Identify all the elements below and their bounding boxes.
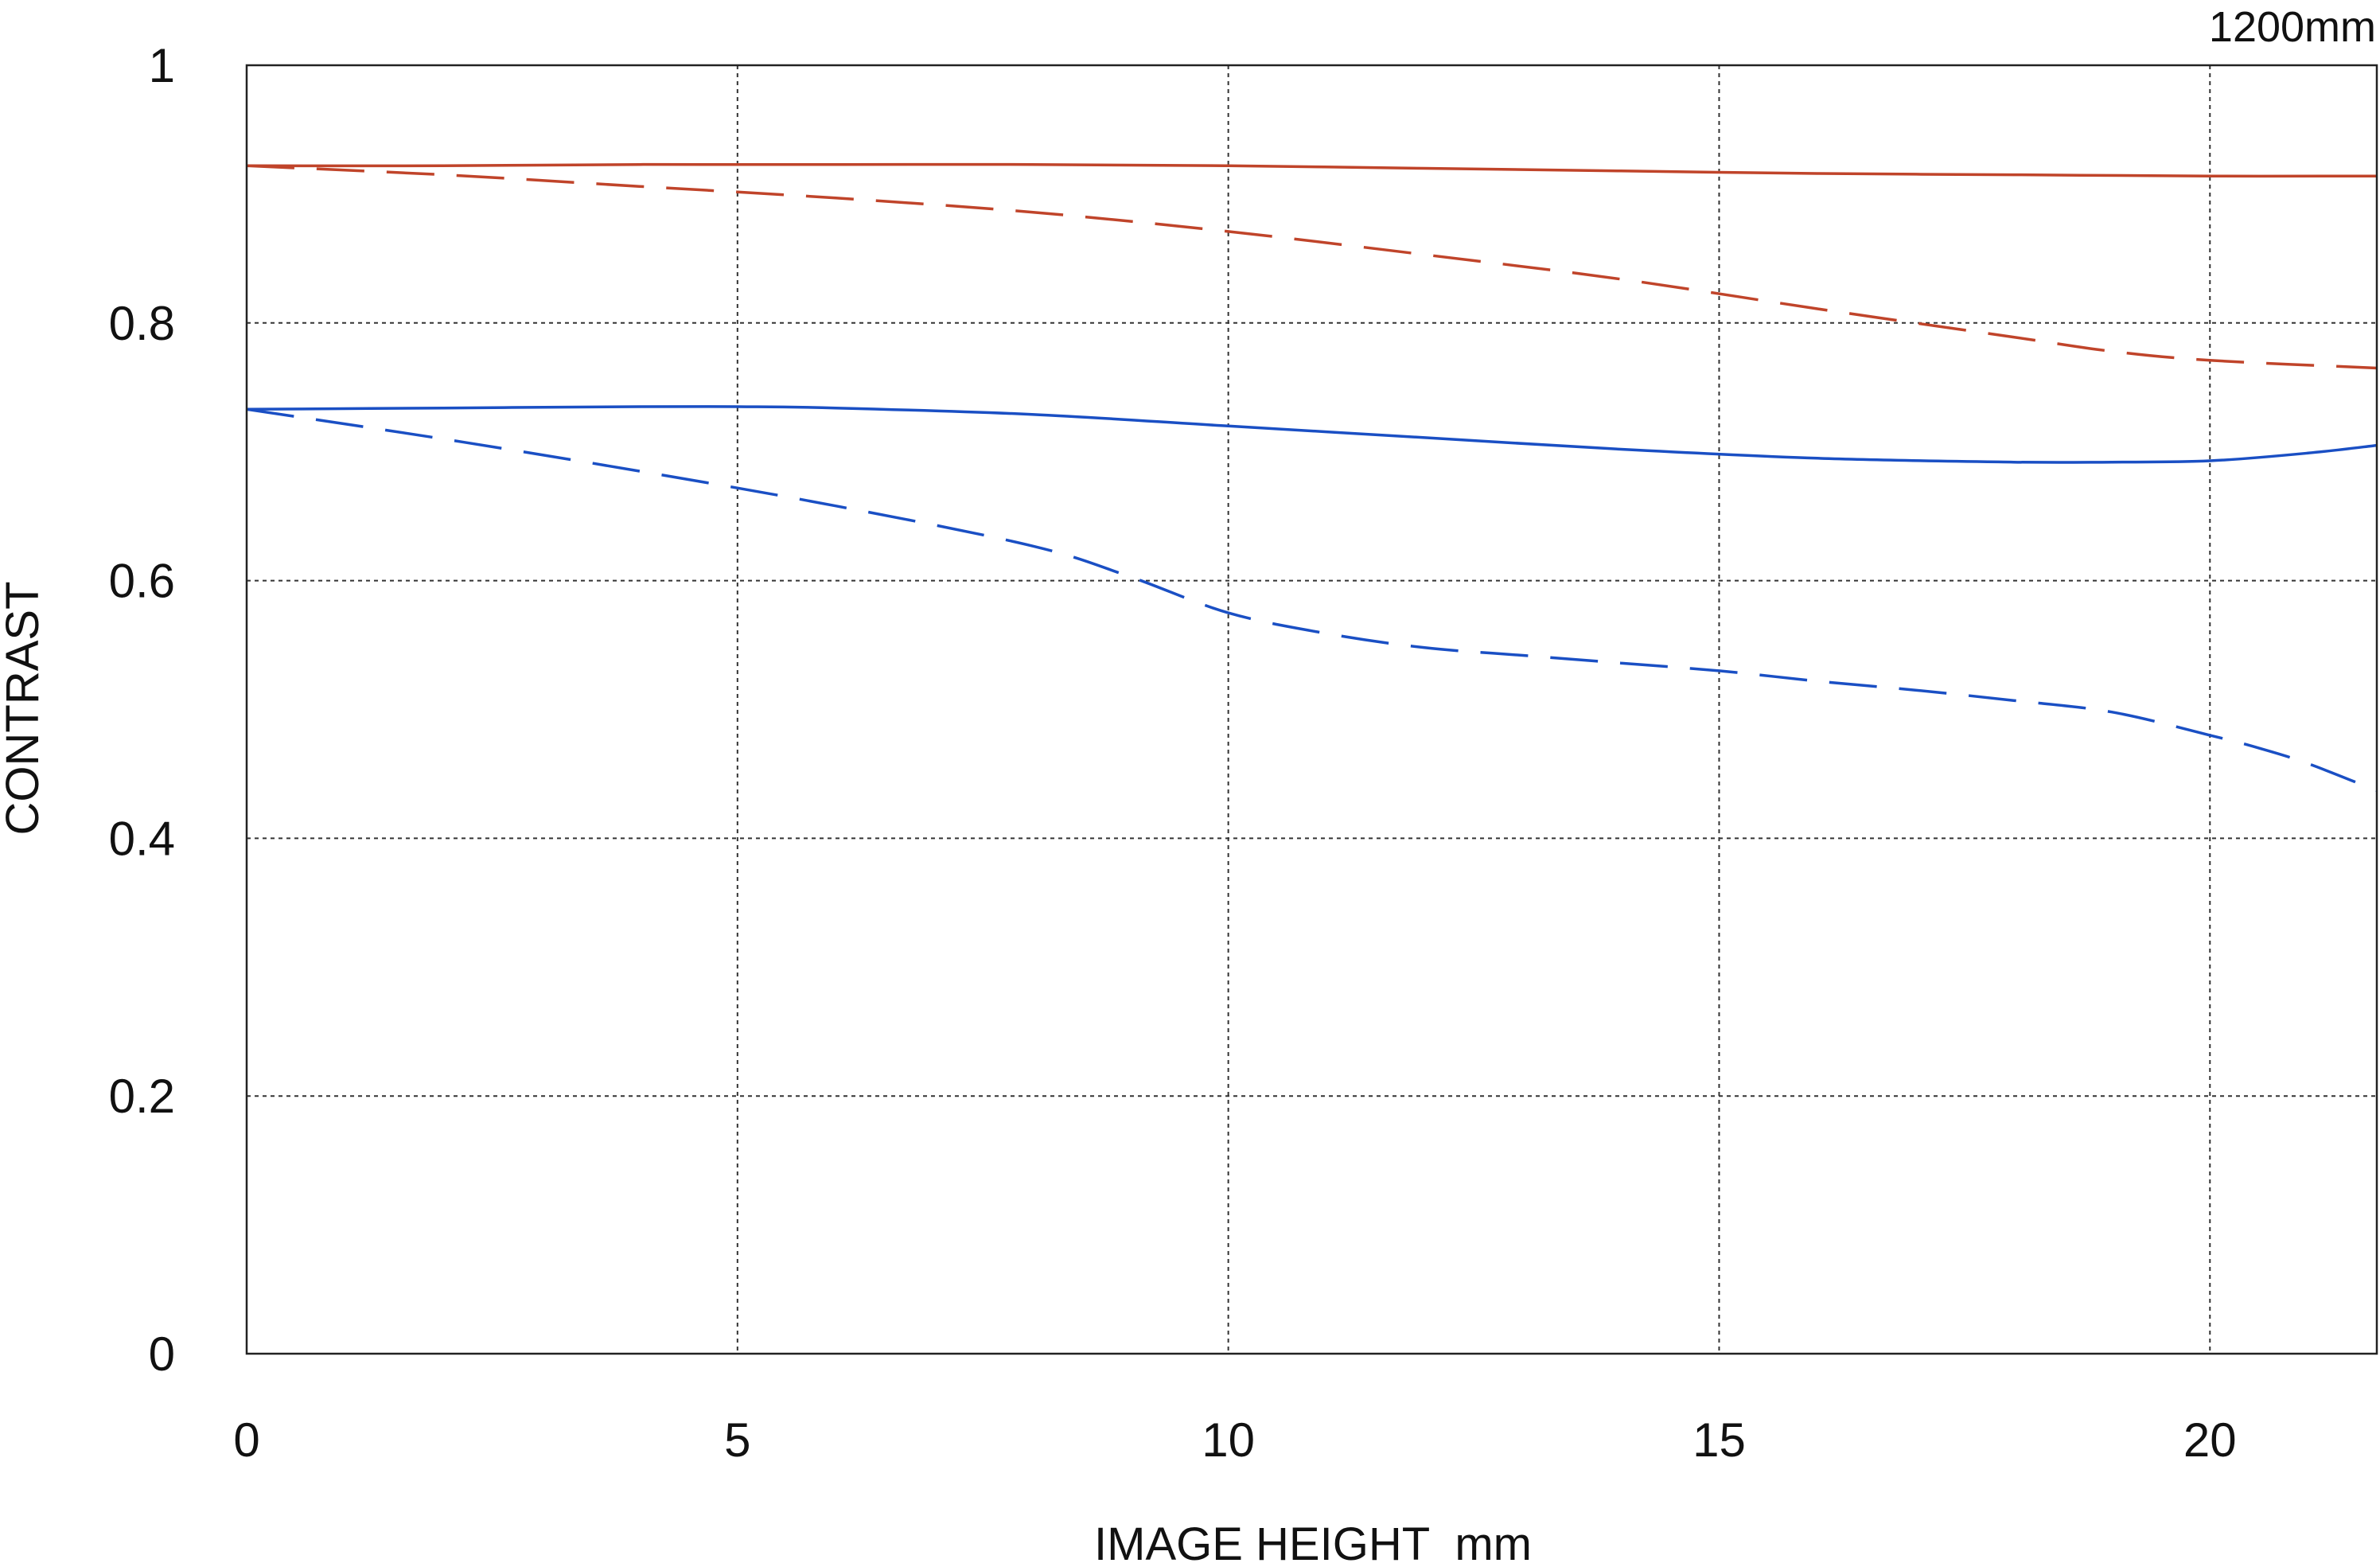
x-tick-label: 20 (2183, 1413, 2237, 1467)
y-tick-label: 0.8 (109, 297, 175, 350)
series-line-4 (246, 407, 2378, 793)
y-tick-label: 0.6 (109, 555, 175, 608)
x-tick-label: 10 (1202, 1413, 1255, 1467)
y-tick-label: 0.2 (109, 1070, 175, 1123)
series-line-3 (246, 405, 2378, 464)
y-axis-label: CONTRAST (0, 582, 49, 836)
y-tick-label: 1 (149, 39, 175, 92)
x-tick-label: 0 (233, 1413, 259, 1467)
chart-title: 1200mm (2209, 3, 2376, 51)
x-tick-label: 15 (1692, 1413, 1746, 1467)
grid-lines (247, 65, 2377, 1354)
x-tick-label: 5 (724, 1413, 750, 1467)
y-tick-label: 0 (149, 1327, 175, 1381)
tick-labels: 0 5 10 15 20 0 0.2 0.4 0.6 0.8 1 (109, 39, 2237, 1467)
series-line-1 (246, 162, 2378, 178)
y-tick-label: 0.4 (109, 812, 175, 865)
x-axis-label: IMAGE HEIGHT mm (1094, 1518, 1532, 1563)
series-line-2 (246, 164, 2378, 370)
series-lines (246, 162, 2378, 793)
plot-frame (245, 64, 2378, 1355)
